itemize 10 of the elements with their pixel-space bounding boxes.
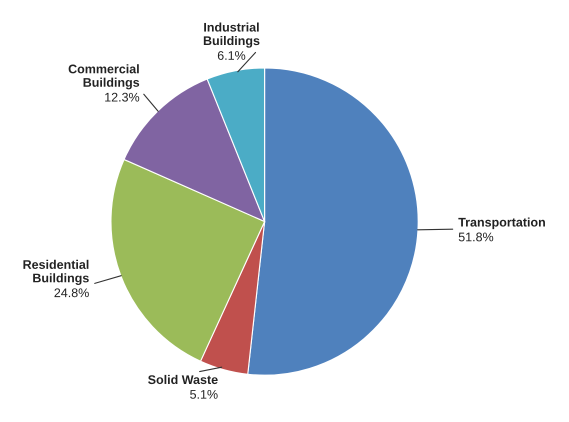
slice-label: Solid Waste: [148, 374, 218, 384]
slice-label: Transportation: [458, 217, 545, 230]
slice-label: Industrial Buildings: [204, 22, 260, 48]
data-label: 6.1%: [218, 51, 246, 60]
slice-label: Residential Buildings: [23, 260, 89, 285]
data-label: 51.8%: [458, 232, 494, 242]
slice-label: Commercial Buildings: [68, 64, 140, 90]
data-label: 24.8%: [54, 288, 89, 298]
data-label: 12.3%: [105, 92, 140, 102]
data-label: 5.1%: [190, 390, 218, 399]
